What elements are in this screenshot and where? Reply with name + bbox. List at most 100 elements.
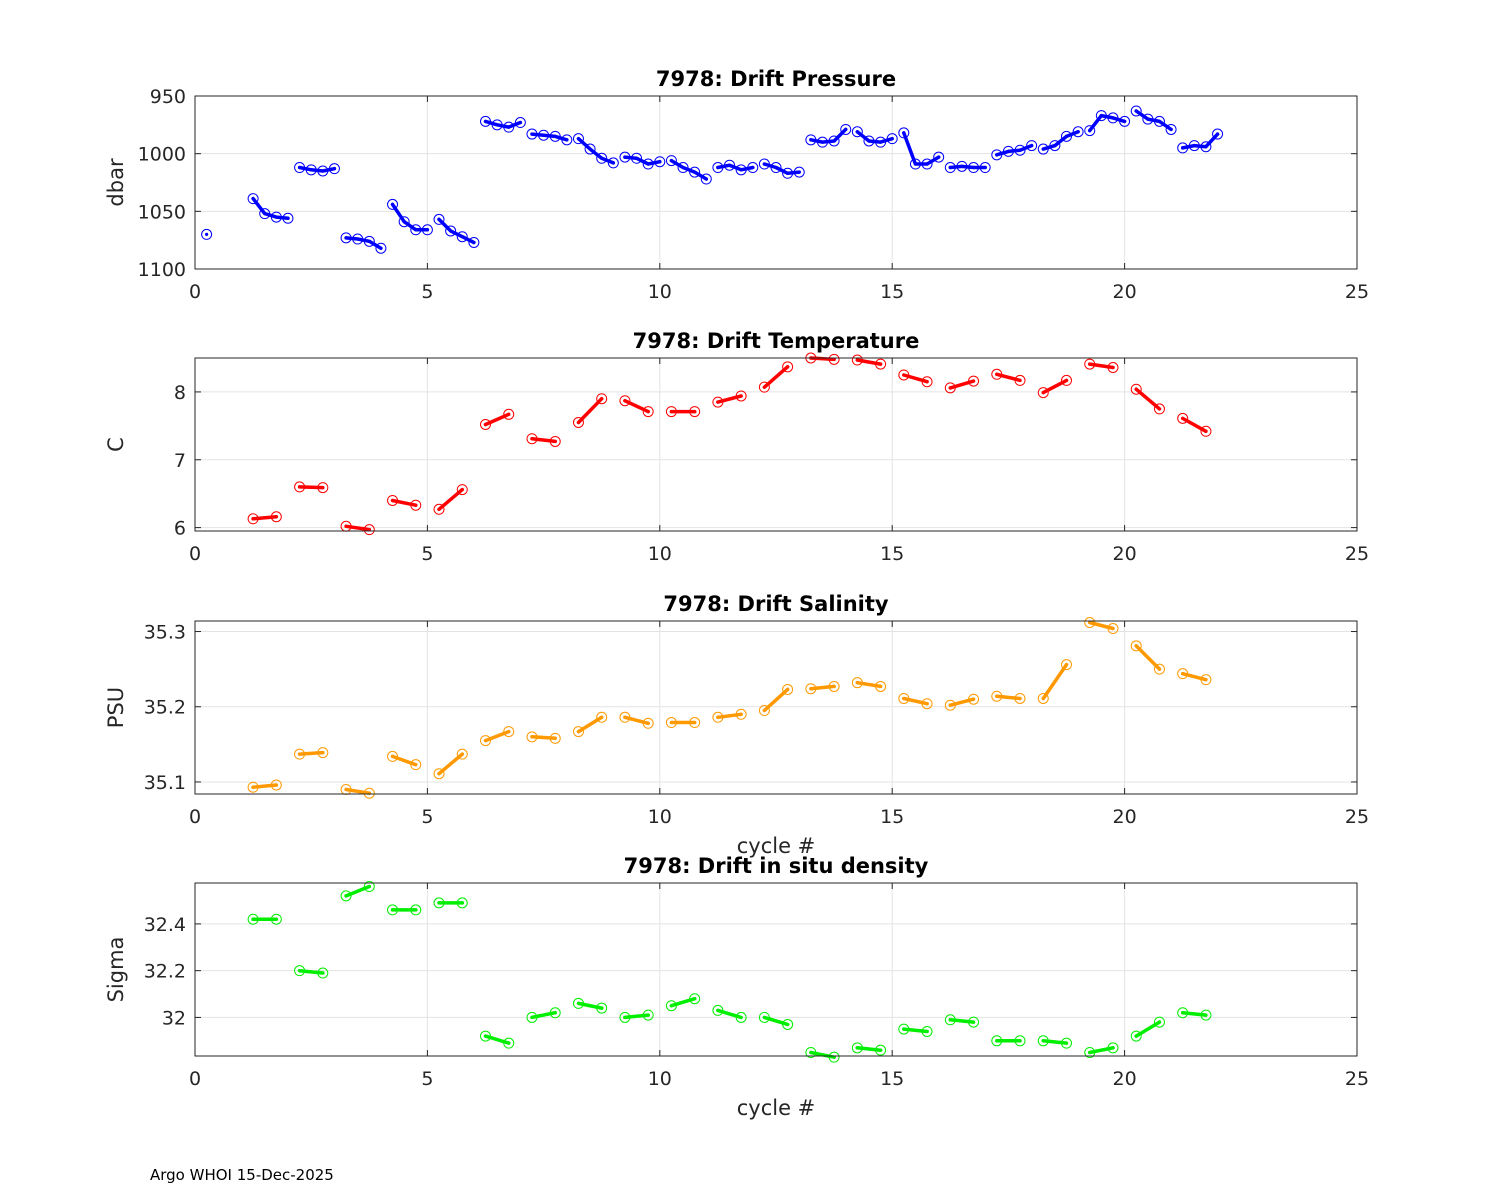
data-point-dot bbox=[693, 720, 697, 725]
data-point-dot bbox=[495, 123, 499, 127]
data-point-dot bbox=[390, 754, 395, 758]
data-point-marker bbox=[805, 134, 817, 146]
data-point-marker bbox=[549, 130, 561, 142]
y-tick-label: 1050 bbox=[138, 201, 186, 223]
data-point-dot bbox=[832, 357, 836, 361]
x-tick-label: 15 bbox=[880, 1068, 904, 1090]
data-point-marker bbox=[410, 224, 422, 236]
data-point-dot bbox=[553, 134, 557, 138]
data-point-dot bbox=[1157, 1020, 1162, 1024]
data-point-marker bbox=[921, 698, 933, 710]
data-point-marker bbox=[480, 418, 491, 430]
x-tick-label: 0 bbox=[189, 1068, 201, 1090]
data-point-dot bbox=[1111, 365, 1115, 370]
data-point-dot bbox=[1215, 132, 1220, 136]
data-point-dot bbox=[460, 235, 464, 239]
data-point-dot bbox=[1041, 1039, 1045, 1043]
data-point-marker bbox=[828, 1051, 840, 1063]
plot-area bbox=[195, 621, 1357, 794]
axes-frame bbox=[194, 882, 1358, 1057]
series-line bbox=[251, 515, 279, 521]
data-point-dot bbox=[600, 397, 604, 401]
series-line bbox=[623, 155, 662, 166]
data-point-marker bbox=[1177, 412, 1189, 424]
data-point-marker bbox=[689, 166, 701, 178]
data-point-marker bbox=[1084, 358, 1096, 370]
series-line bbox=[623, 715, 650, 726]
data-point-dot bbox=[844, 127, 848, 132]
data-point-marker bbox=[1119, 115, 1131, 127]
data-point-marker bbox=[1200, 425, 1212, 437]
data-point-marker bbox=[1107, 1042, 1119, 1054]
data-point-dot bbox=[297, 969, 302, 973]
data-point-marker bbox=[875, 1044, 887, 1056]
y-tick-label: 8 bbox=[174, 382, 186, 404]
data-point-dot bbox=[1134, 644, 1138, 648]
data-point-dot bbox=[588, 147, 592, 151]
data-point-marker bbox=[1212, 128, 1224, 140]
series-line bbox=[855, 680, 883, 689]
data-point-dot bbox=[1204, 429, 1208, 433]
data-point-marker bbox=[1142, 113, 1154, 125]
data-point-marker bbox=[1153, 1016, 1165, 1028]
data-point-marker bbox=[747, 162, 759, 174]
data-point-dot bbox=[297, 752, 302, 756]
data-point-dot bbox=[913, 162, 918, 166]
data-point-dot bbox=[576, 729, 581, 734]
data-point-dot bbox=[542, 133, 546, 137]
series-line bbox=[344, 236, 383, 250]
series-line bbox=[1087, 620, 1115, 631]
data-point-dot bbox=[460, 901, 464, 905]
data-point-dot bbox=[1041, 391, 1045, 395]
data-point-marker bbox=[1014, 144, 1026, 156]
data-point-dot bbox=[437, 772, 441, 776]
data-point-marker bbox=[979, 162, 991, 174]
data-point-marker bbox=[480, 1030, 491, 1042]
data-point-dot bbox=[251, 197, 255, 201]
data-point-dot bbox=[1030, 143, 1034, 148]
data-point-marker bbox=[944, 699, 956, 711]
data-point-marker bbox=[712, 162, 724, 174]
series-line bbox=[995, 143, 1034, 157]
data-point-dot bbox=[669, 1004, 674, 1008]
data-point-marker bbox=[410, 904, 422, 916]
data-point-marker bbox=[619, 1011, 631, 1023]
data-point-dot bbox=[576, 420, 581, 425]
data-point-dot bbox=[297, 165, 302, 170]
data-point-marker bbox=[1084, 1046, 1096, 1058]
data-point-dot bbox=[1204, 1013, 1208, 1017]
data-point-marker bbox=[898, 127, 910, 139]
y-tick-label: 35.2 bbox=[144, 697, 186, 719]
x-tick-label: 10 bbox=[648, 806, 672, 828]
data-point-marker bbox=[689, 717, 701, 729]
series-line bbox=[716, 163, 755, 172]
data-point-dot bbox=[832, 139, 836, 143]
data-point-marker bbox=[526, 1011, 538, 1023]
data-point-marker bbox=[677, 162, 689, 174]
series-line bbox=[437, 217, 476, 245]
x-axis-label: cycle # bbox=[737, 834, 816, 858]
series-line bbox=[483, 1034, 511, 1045]
series-line bbox=[669, 158, 709, 181]
data-point-marker bbox=[758, 1011, 770, 1023]
data-point-marker bbox=[410, 499, 422, 511]
data-point-dot bbox=[1064, 134, 1069, 138]
data-point-dot bbox=[1157, 407, 1162, 411]
data-point-dot bbox=[251, 785, 255, 789]
series-line bbox=[344, 787, 372, 795]
data-point-marker bbox=[1177, 142, 1189, 154]
data-point-dot bbox=[1064, 1041, 1069, 1045]
data-point-marker bbox=[294, 481, 306, 493]
data-point-marker bbox=[572, 133, 584, 145]
data-point-dot bbox=[611, 161, 615, 165]
data-point-marker bbox=[1037, 143, 1049, 155]
data-point-dot bbox=[878, 684, 883, 689]
plot-panel-1: 0 5 10 15 20 25 950 1000 1050 1100 7978: Drift Pre… bbox=[104, 67, 1369, 303]
y-tick-label: 35.1 bbox=[144, 772, 186, 794]
data-point-dot bbox=[414, 763, 418, 767]
data-point-marker bbox=[270, 511, 282, 523]
data-point-dot bbox=[367, 239, 371, 243]
data-point-dot bbox=[321, 751, 325, 755]
data-point-dot bbox=[425, 228, 429, 232]
data-point-dot bbox=[646, 721, 650, 725]
